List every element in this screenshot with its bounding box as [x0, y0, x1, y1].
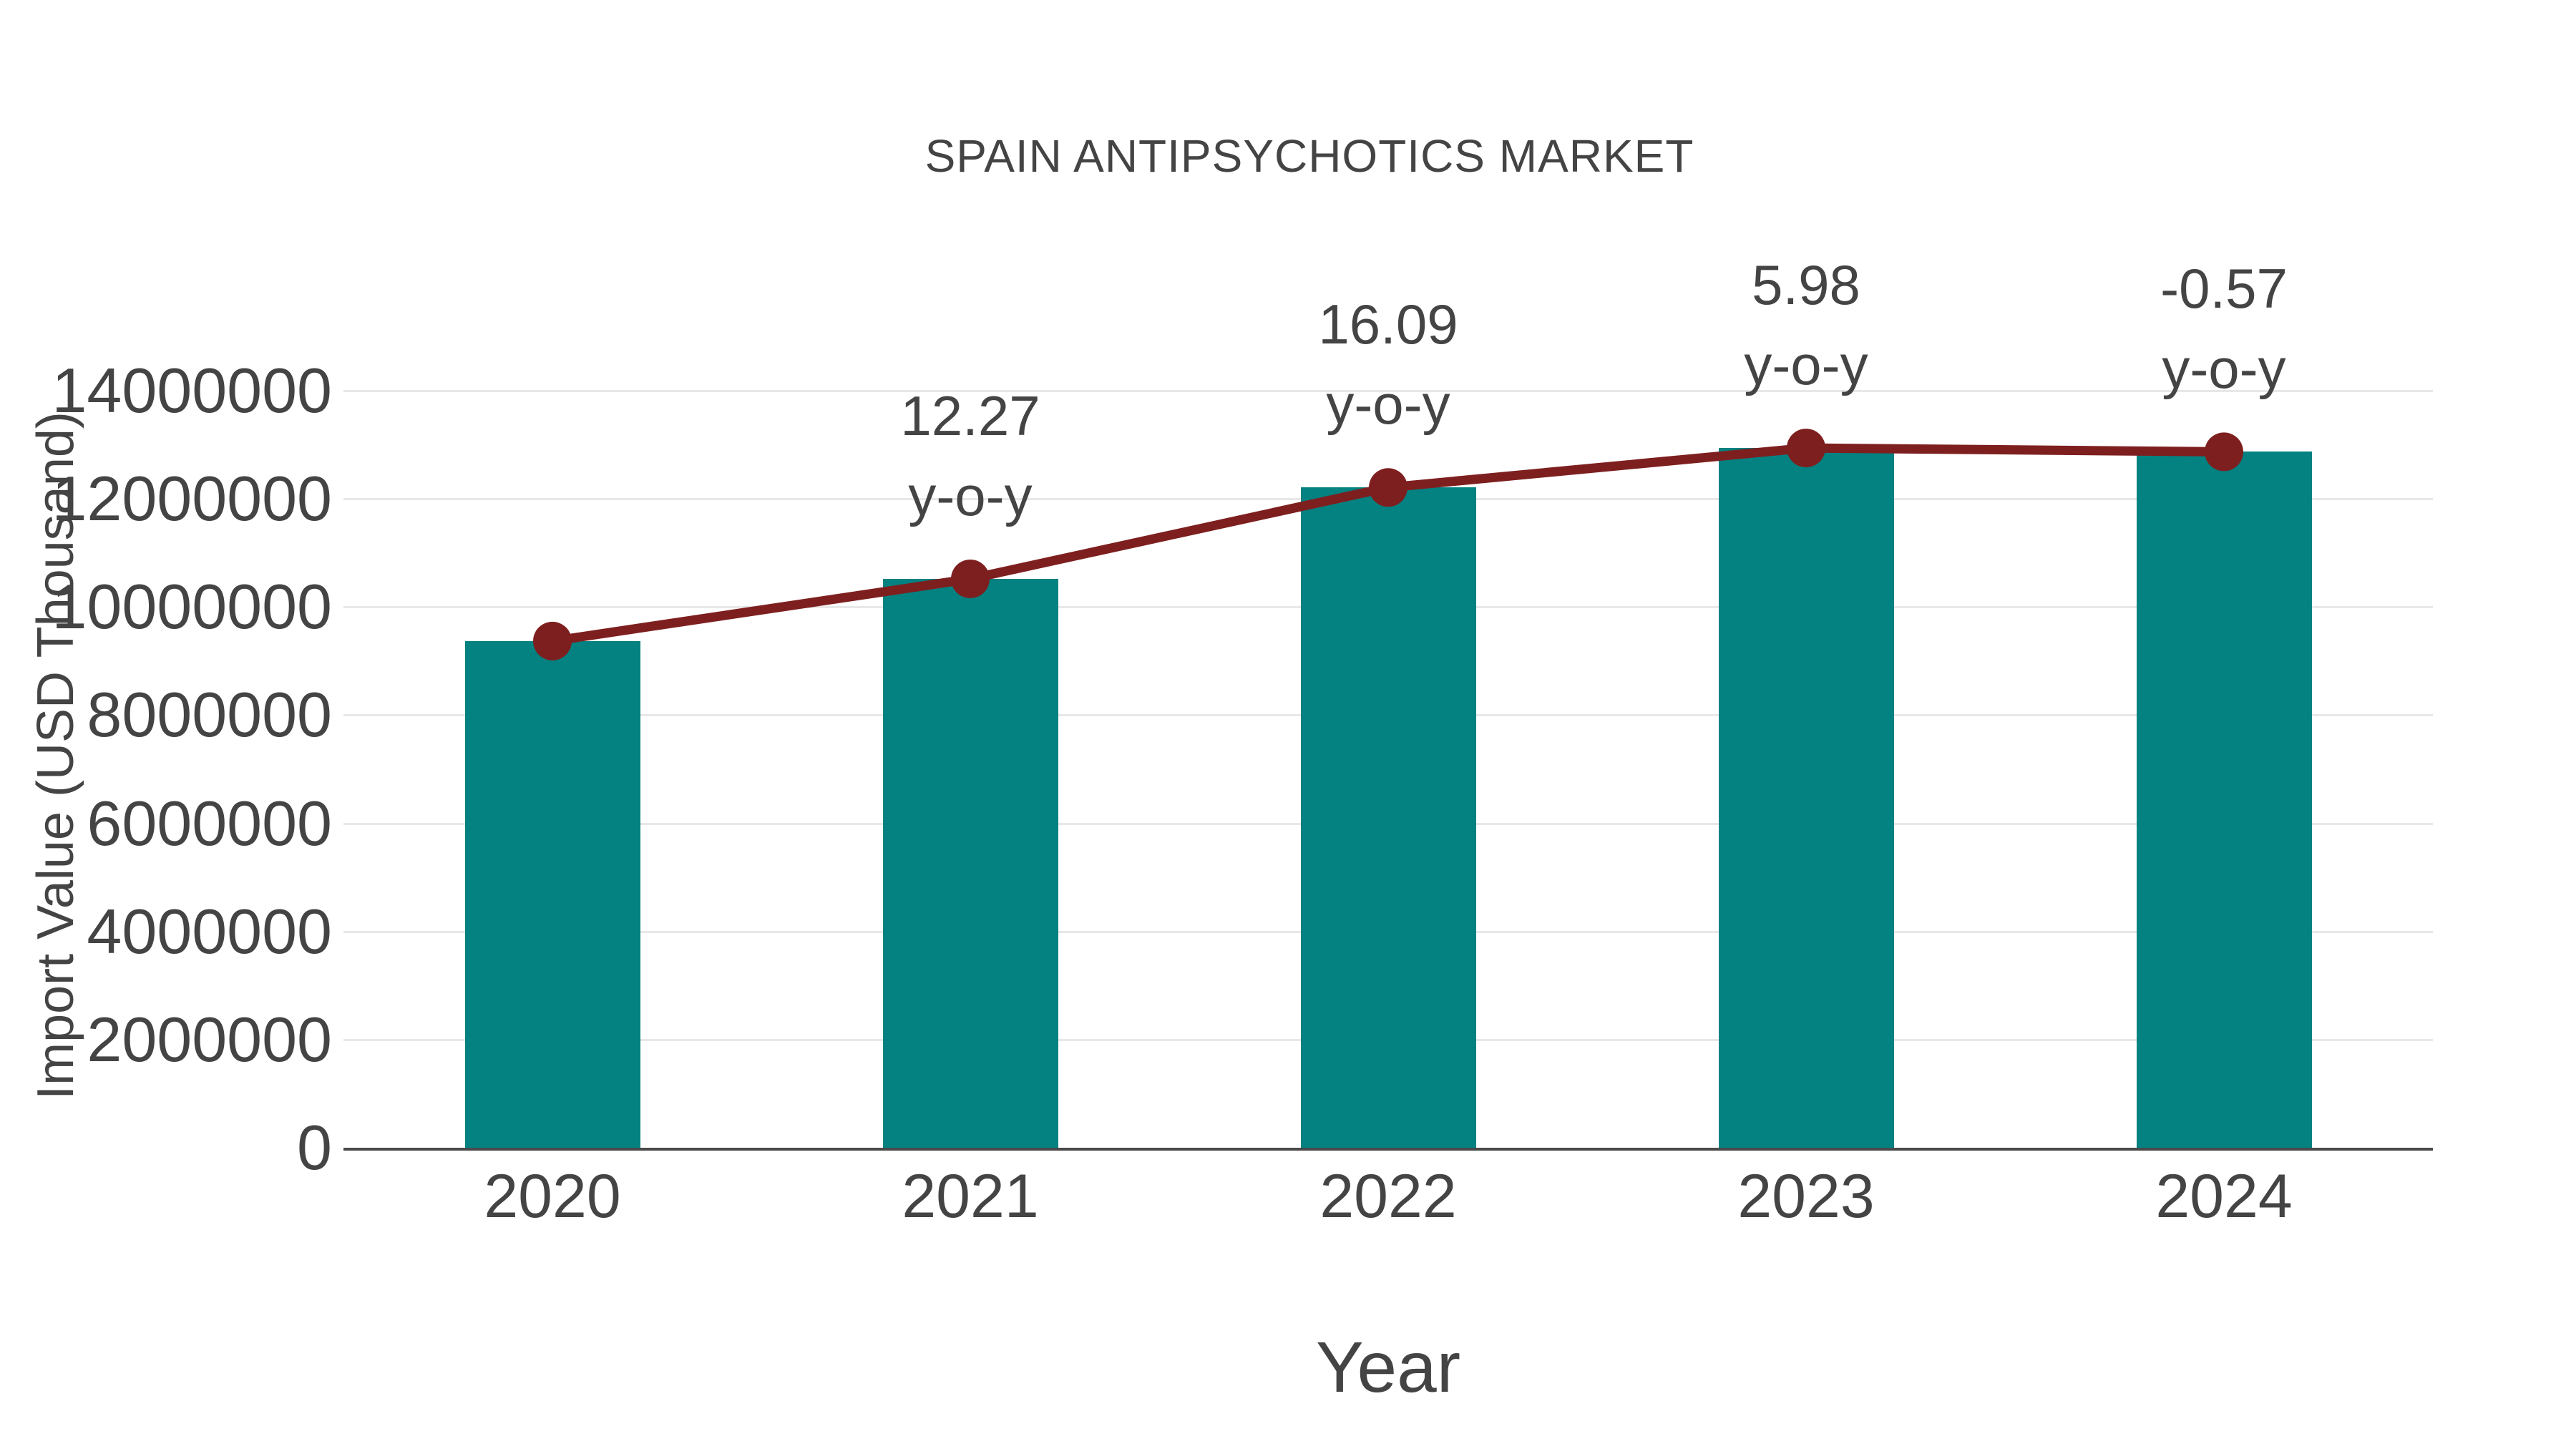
y-tick-label-4000000: 4000000: [87, 896, 332, 967]
bar-2020: [465, 641, 640, 1148]
annotation-2023: 5.98 y-o-y: [1744, 245, 1868, 405]
y-tick-label-8000000: 8000000: [87, 679, 332, 750]
x-axis-line: [343, 1148, 2433, 1151]
annotation-2024-line-1: -0.57: [2160, 257, 2288, 320]
y-tick-label-0: 0: [297, 1112, 332, 1183]
bar-2023: [1719, 448, 1894, 1148]
x-tick-label-2024: 2024: [2155, 1162, 2293, 1231]
x-tick-label-2020: 2020: [484, 1162, 621, 1231]
y-tick-label-2000000: 2000000: [87, 1004, 332, 1075]
annotation-2023-line-1: 5.98: [1752, 253, 1860, 316]
y-tick-label-10000000: 10000000: [52, 571, 332, 642]
x-axis-title: Year: [1315, 1327, 1461, 1407]
bar-2022: [1301, 487, 1476, 1148]
y-tick-label-12000000: 12000000: [52, 463, 332, 534]
annotation-2022: 16.09 y-o-y: [1318, 284, 1458, 444]
gridline-14000000: [343, 390, 2433, 392]
annotation-2021-line-2: y-o-y: [908, 464, 1033, 527]
bar-2021: [883, 579, 1058, 1148]
y-tick-label-6000000: 6000000: [87, 788, 332, 859]
annotation-2023-line-2: y-o-y: [1744, 333, 1868, 396]
chart-title: SPAIN ANTIPSYCHOTICS MARKET: [924, 130, 1694, 182]
annotation-2022-line-1: 16.09: [1318, 293, 1458, 356]
x-tick-label-2023: 2023: [1737, 1162, 1875, 1231]
annotation-2021: 12.27 y-o-y: [900, 376, 1040, 536]
y-tick-label-14000000: 14000000: [52, 355, 332, 426]
bar-2024: [2137, 452, 2312, 1148]
x-tick-label-2022: 2022: [1319, 1162, 1457, 1231]
annotation-2024: -0.57 y-o-y: [2160, 248, 2288, 409]
annotation-2021-line-1: 12.27: [900, 384, 1040, 447]
annotation-2024-line-2: y-o-y: [2162, 337, 2286, 400]
annotation-2022-line-2: y-o-y: [1326, 373, 1450, 436]
x-tick-label-2021: 2021: [902, 1162, 1039, 1231]
